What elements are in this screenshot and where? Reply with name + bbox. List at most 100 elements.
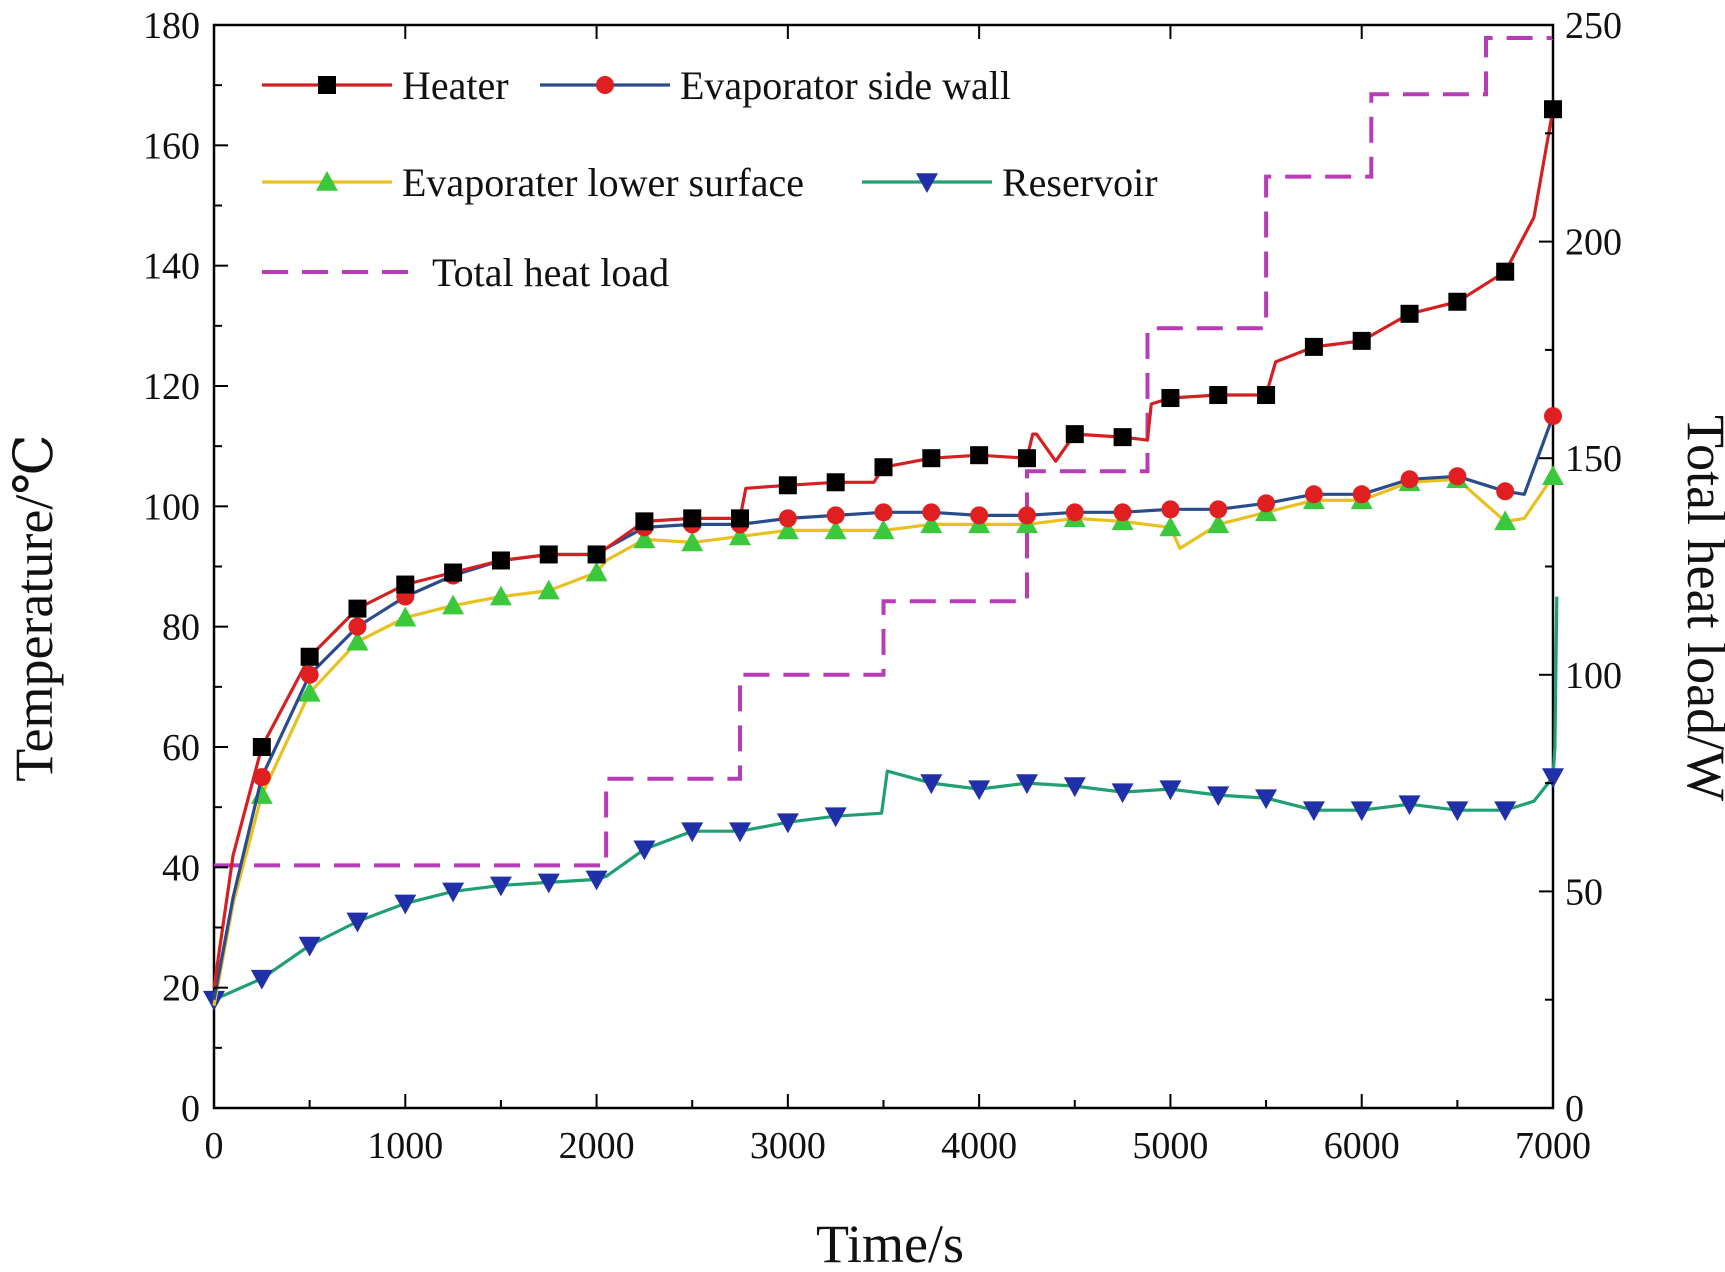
x-tick-label: 4000 [941,1125,1017,1167]
reservoir-point [298,936,321,957]
y-tick-label: 140 [143,246,200,288]
y-tick-label: 100 [143,486,200,528]
reservoir-point [920,774,943,795]
reservoir-point [1063,777,1086,798]
y-tick-label: 120 [143,366,200,408]
y2-tick-label: 50 [1565,871,1603,913]
evaporater-lower-surface-point [489,585,512,606]
evaporator-side-wall-point [252,768,271,787]
heater-line [212,108,1555,988]
evaporator-side-wall-point [1448,467,1467,486]
evaporator-side-wall-point [1544,407,1562,426]
x-tick-label: 7000 [1515,1125,1591,1167]
heater-point [778,476,797,495]
reservoir-point [776,813,799,834]
evaporator-side-wall-point [970,506,989,525]
heater-point [826,473,845,492]
evaporater-lower-surface-point [250,784,273,804]
legend-label: Heater [402,63,509,108]
heater-point [1544,100,1562,119]
evaporater-lower-surface-point [585,561,608,582]
evaporator-side-wall-point [1304,485,1323,504]
evaporator-side-wall-point [1017,506,1036,525]
reservoir-point [585,870,608,891]
reservoir-point [250,969,273,990]
y2-tick-label: 0 [1565,1088,1584,1130]
legend-label: Evaporator side wall [680,63,1011,108]
evaporater-lower-surface-point [1494,510,1517,531]
series-evaporater-lower-surface [212,465,1564,1006]
evaporator-side-wall-point [778,509,797,528]
evaporater-lower-surface-point [824,519,847,540]
legend-marker [316,171,338,191]
reservoir-point [1494,801,1517,822]
heater-point [970,446,989,465]
reservoir-point [1159,780,1182,801]
heater-point [587,545,606,564]
x-tick-label: 3000 [750,1125,826,1167]
evaporator-side-wall-point [874,503,893,522]
series-heater [212,100,1562,988]
y-axis-title: Temperature/℃ [4,434,64,781]
y2-tick-label: 150 [1565,438,1622,480]
heater-point [1161,389,1180,408]
reservoir-point [1302,801,1325,822]
heater-point [1017,449,1036,468]
reservoir-point [1207,786,1230,807]
evaporater-lower-surface-point [1159,516,1182,537]
evaporator-side-wall-point [1496,482,1515,501]
evaporator-side-wall-point [300,665,319,684]
heater-point [1065,425,1084,444]
y-tick-label: 160 [143,125,200,167]
heater-point [1400,304,1419,323]
reservoir-point [489,876,512,897]
evaporator-side-wall-point [826,506,845,525]
evaporater-lower-surface-point [1542,465,1564,486]
reservoir-point [1398,795,1421,816]
legend-item-heater: Heater [262,63,509,108]
reservoir-point [1446,801,1469,822]
legend-item-evaporater-lower-surface: Evaporater lower surface [262,160,804,205]
x-tick-label: 2000 [559,1125,635,1167]
x-tick-label: 6000 [1324,1125,1400,1167]
evaporater-lower-surface-point [298,681,321,702]
legend-marker [596,76,614,94]
evaporater-lower-surface-point [394,606,417,627]
reservoir-point [442,882,465,903]
heater-point [1496,262,1515,281]
reservoir-point [633,840,656,861]
heater-point [731,509,750,528]
heater-point [1352,331,1371,350]
evaporator-side-wall-point [1065,503,1084,522]
series-reservoir [203,596,1564,1011]
evaporater-lower-surface-point [776,519,799,540]
legend-item-total-heat-load: Total heat load [262,250,669,295]
evaporater-lower-surface-point [442,594,465,615]
y-tick-label: 80 [162,607,200,649]
heater-point [1448,292,1467,311]
reservoir-point [1015,774,1038,795]
evaporator-side-wall-point [1352,485,1371,504]
y-tick-label: 0 [181,1088,200,1130]
heater-point [444,563,463,582]
reservoir-point [537,873,560,894]
evaporator-side-wall-point [1209,500,1228,519]
heater-point [348,599,367,618]
reservoir-point [394,894,417,915]
heater-point [396,575,415,594]
reservoir-point [1350,801,1373,822]
reservoir-point [824,807,847,828]
y-tick-label: 20 [162,968,200,1010]
x-tick-label: 1000 [367,1125,443,1167]
reservoir-point [1542,768,1564,789]
evaporater-lower-surface-point [681,531,704,552]
reservoir-line [213,596,1559,1002]
evaporator-side-wall-point [1400,470,1419,489]
heater-point [491,551,510,570]
reservoir-point [1255,789,1278,810]
evaporator-side-wall-point [1257,494,1276,513]
heater-point [683,509,702,528]
evaporater-lower-surface-point [872,519,895,540]
heater-point [1304,337,1323,356]
